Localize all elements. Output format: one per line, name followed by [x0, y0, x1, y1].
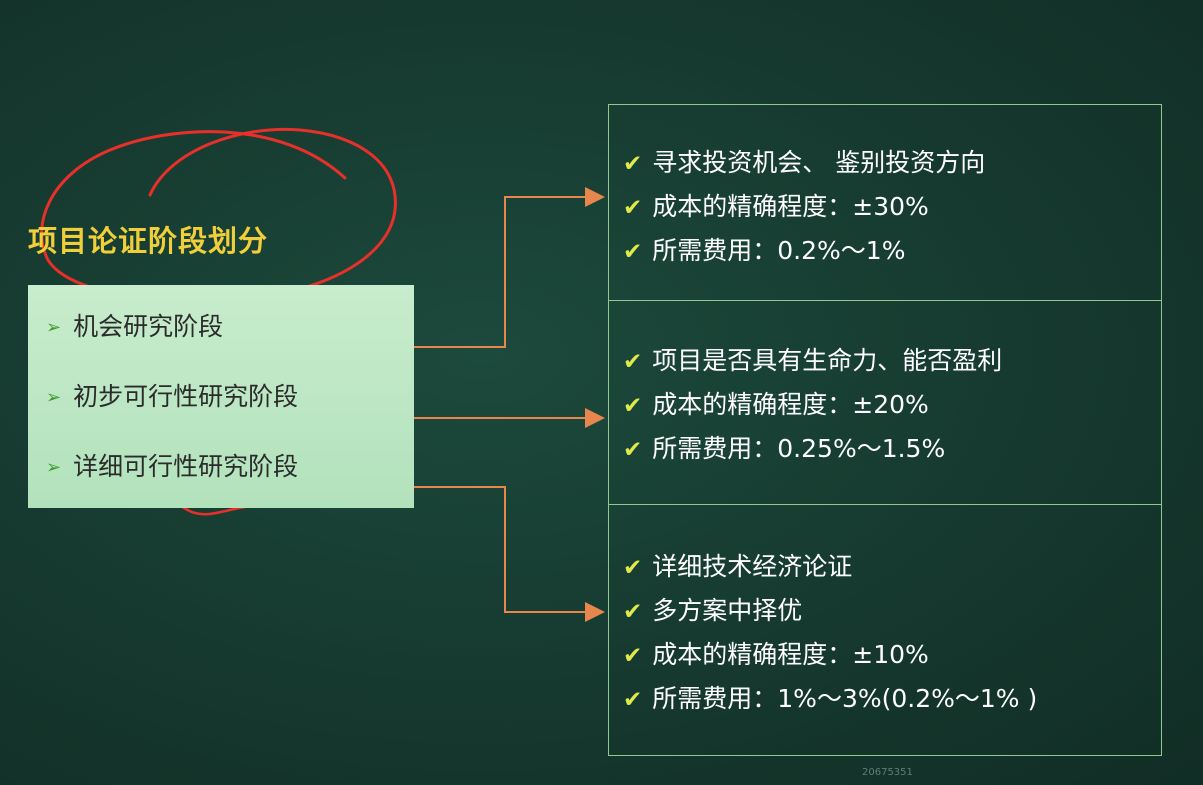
stage-item: ➢ 初步可行性研究阶段 — [46, 377, 298, 413]
stage-label: 机会研究阶段 — [73, 312, 224, 341]
detail-item: ✔ 详细技术经济论证 — [623, 547, 852, 583]
check-icon: ✔ — [623, 687, 643, 713]
stage-label: 初步可行性研究阶段 — [73, 382, 299, 411]
detail-item: ✔ 多方案中择优 — [623, 591, 802, 627]
detail-text: 多方案中择优 — [652, 596, 803, 625]
detail-item: ✔ 寻求投资机会、 鉴别投资方向 — [623, 143, 985, 179]
detail-item: ✔ 所需费用：0.25%～1.5% — [623, 429, 945, 465]
detail-item: ✔ 成本的精确程度：±20% — [623, 385, 929, 421]
detail-text: 项目是否具有生命力、能否盈利 — [652, 346, 1003, 375]
check-icon: ✔ — [623, 643, 643, 669]
detail-text: 所需费用：1%～3%(0.2%～1% ) — [652, 684, 1038, 713]
stage-label: 详细可行性研究阶段 — [73, 452, 299, 481]
check-icon: ✔ — [623, 599, 643, 625]
detail-panel-opportunity: ✔ 寻求投资机会、 鉴别投资方向 ✔ 成本的精确程度：±30% ✔ 所需费用：0.2%… — [609, 105, 1161, 301]
check-icon: ✔ — [623, 195, 643, 221]
check-icon: ✔ — [623, 393, 643, 419]
detail-text: 成本的精确程度：±20% — [652, 390, 929, 419]
detail-item: ✔ 成本的精确程度：±30% — [623, 187, 929, 223]
check-icon: ✔ — [623, 151, 643, 177]
watermark-text: 20675351 — [862, 767, 913, 778]
check-icon: ✔ — [623, 555, 643, 581]
detail-item: ✔ 所需费用：0.2%～1% — [623, 231, 905, 267]
detail-panel-detailed: ✔ 详细技术经济论证 ✔ 多方案中择优 ✔ 成本的精确程度：±10% ✔ 所需费用：1%… — [609, 505, 1161, 755]
check-icon: ✔ — [623, 437, 643, 463]
detail-item: ✔ 所需费用：1%～3%(0.2%～1% ) — [623, 679, 1037, 715]
check-icon: ✔ — [623, 239, 643, 265]
detail-text: 成本的精确程度：±30% — [652, 192, 929, 221]
detail-panels: ✔ 寻求投资机会、 鉴别投资方向 ✔ 成本的精确程度：±30% ✔ 所需费用：0.2%… — [608, 104, 1162, 756]
detail-text: 所需费用：0.2%～1% — [652, 236, 906, 265]
detail-panel-preliminary: ✔ 项目是否具有生命力、能否盈利 ✔ 成本的精确程度：±20% ✔ 所需费用：0.25… — [609, 301, 1161, 505]
detail-item: ✔ 成本的精确程度：±10% — [623, 635, 929, 671]
stage-item: ➢ 机会研究阶段 — [46, 307, 223, 343]
stage-item: ➢ 详细可行性研究阶段 — [46, 447, 298, 483]
triangle-arrow-icon: ➢ — [46, 387, 62, 408]
triangle-arrow-icon: ➢ — [46, 317, 62, 338]
red-circle-annotation — [40, 127, 397, 302]
detail-text: 成本的精确程度：±10% — [652, 640, 929, 669]
triangle-arrow-icon: ➢ — [46, 457, 62, 478]
detail-text: 所需费用：0.25%～1.5% — [652, 434, 946, 463]
check-icon: ✔ — [623, 349, 643, 375]
detail-text: 详细技术经济论证 — [652, 552, 853, 581]
stage-list: ➢ 机会研究阶段 ➢ 初步可行性研究阶段 ➢ 详细可行性研究阶段 — [28, 285, 414, 508]
detail-item: ✔ 项目是否具有生命力、能否盈利 — [623, 341, 1002, 377]
diagram-title: 项目论证阶段划分 — [28, 224, 269, 258]
detail-text: 寻求投资机会、 鉴别投资方向 — [652, 148, 986, 177]
